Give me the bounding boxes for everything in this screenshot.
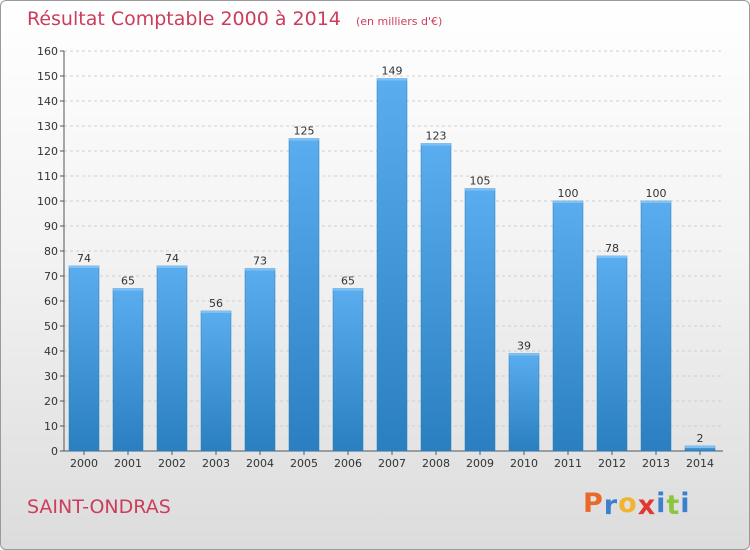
x-tick-label: 2004 [246, 457, 274, 470]
chart-header: Résultat Comptable 2000 à 2014 (en milli… [27, 8, 442, 30]
chart-unit: (en milliers d'€) [355, 15, 443, 28]
data-label: 74 [77, 252, 91, 265]
x-tick-label: 2011 [554, 457, 582, 470]
x-tick-label: 2006 [334, 457, 362, 470]
x-tick-label: 2000 [70, 457, 98, 470]
x-tick-label: 2013 [642, 457, 670, 470]
bar-highlight [509, 353, 539, 356]
y-tick-label: 0 [51, 445, 58, 458]
data-labels: 74 65 74 56 73 125 65 149 123 105 39 100 78 100 2 [77, 65, 704, 446]
bar-highlight [113, 288, 143, 291]
bar-highlight [289, 138, 319, 141]
data-label: 56 [209, 297, 223, 310]
commune-name: SAINT-ONDRAS [27, 496, 171, 518]
data-label: 78 [605, 242, 619, 255]
bar-highlight [377, 78, 407, 81]
bar-highlight [157, 266, 187, 268]
proxiti-logo[interactable]: Proxiti [583, 488, 691, 521]
bar [288, 138, 320, 452]
bar-highlight [597, 256, 627, 258]
bar [464, 188, 496, 452]
x-tick-label: 2009 [466, 457, 494, 470]
bar-highlight [641, 201, 671, 203]
bar [200, 310, 232, 452]
y-tick-label: 50 [44, 320, 58, 333]
data-label: 65 [341, 275, 355, 288]
y-tick-label: 40 [44, 345, 58, 358]
y-tick-label: 80 [44, 245, 58, 258]
logo-letter: P [583, 488, 604, 519]
bar [332, 288, 364, 452]
logo-letter: x [637, 490, 657, 521]
bar-highlight [333, 288, 363, 291]
logo-letter: o [618, 488, 638, 519]
y-tick-label: 100 [37, 195, 58, 208]
logo-letter: i [680, 488, 691, 519]
data-label: 65 [121, 275, 135, 288]
data-label: 123 [426, 130, 447, 143]
bar-highlight [553, 201, 583, 203]
bar-highlight [685, 446, 715, 448]
data-label: 2 [697, 432, 704, 445]
y-tick-labels: 0 10 20 30 40 50 60 70 80 90 100 110 120 130 140 150 160 [37, 45, 58, 458]
x-tick-label: 2005 [290, 457, 318, 470]
y-tick-label: 90 [44, 220, 58, 233]
bar-highlight [69, 266, 99, 268]
x-tick-label: 2008 [422, 457, 450, 470]
bars [68, 78, 716, 452]
x-tick-label: 2012 [598, 457, 626, 470]
data-label: 39 [517, 340, 531, 353]
bar [552, 200, 584, 452]
chart-title: Résultat Comptable 2000 à 2014 [27, 8, 341, 30]
data-label: 125 [294, 125, 315, 138]
bar [112, 288, 144, 452]
x-tick-label: 2014 [686, 457, 714, 470]
x-tick-label: 2002 [158, 457, 186, 470]
x-tick-label: 2001 [114, 457, 142, 470]
y-tick-label: 140 [37, 95, 58, 108]
data-label: 74 [165, 252, 179, 265]
y-tick-label: 150 [37, 70, 58, 83]
bar [156, 265, 188, 452]
y-tick-label: 130 [37, 120, 58, 133]
data-label: 100 [558, 187, 579, 200]
y-tick-label: 20 [44, 395, 58, 408]
x-tick-label: 2003 [202, 457, 230, 470]
bar [420, 143, 452, 452]
y-tick-label: 160 [37, 45, 58, 58]
logo-letter: r [603, 490, 619, 521]
y-tick-label: 60 [44, 295, 58, 308]
bar [244, 268, 276, 452]
y-tick-label: 110 [37, 170, 58, 183]
bar [640, 200, 672, 452]
data-label: 73 [253, 255, 267, 268]
bar [376, 78, 408, 452]
bar-highlight [421, 143, 451, 146]
bar-highlight [245, 268, 275, 271]
bar-highlight [201, 311, 231, 313]
y-tick-label: 70 [44, 270, 58, 283]
data-label: 105 [470, 175, 491, 188]
x-tick-labels: 2000 2001 2002 2003 2004 2005 2006 2007 2008 2009… [70, 457, 714, 470]
y-tick-label: 30 [44, 370, 58, 383]
data-label: 149 [382, 65, 403, 78]
bar [596, 255, 628, 452]
x-tick-label: 2010 [510, 457, 538, 470]
y-tick-label: 120 [37, 145, 58, 158]
x-tick-label: 2007 [378, 457, 406, 470]
logo-letter: t [666, 490, 681, 521]
data-label: 100 [646, 187, 667, 200]
logo-letter: i [656, 488, 667, 519]
y-tick-label: 10 [44, 420, 58, 433]
bar [508, 353, 540, 452]
bar [68, 265, 100, 452]
bar-highlight [465, 188, 495, 191]
